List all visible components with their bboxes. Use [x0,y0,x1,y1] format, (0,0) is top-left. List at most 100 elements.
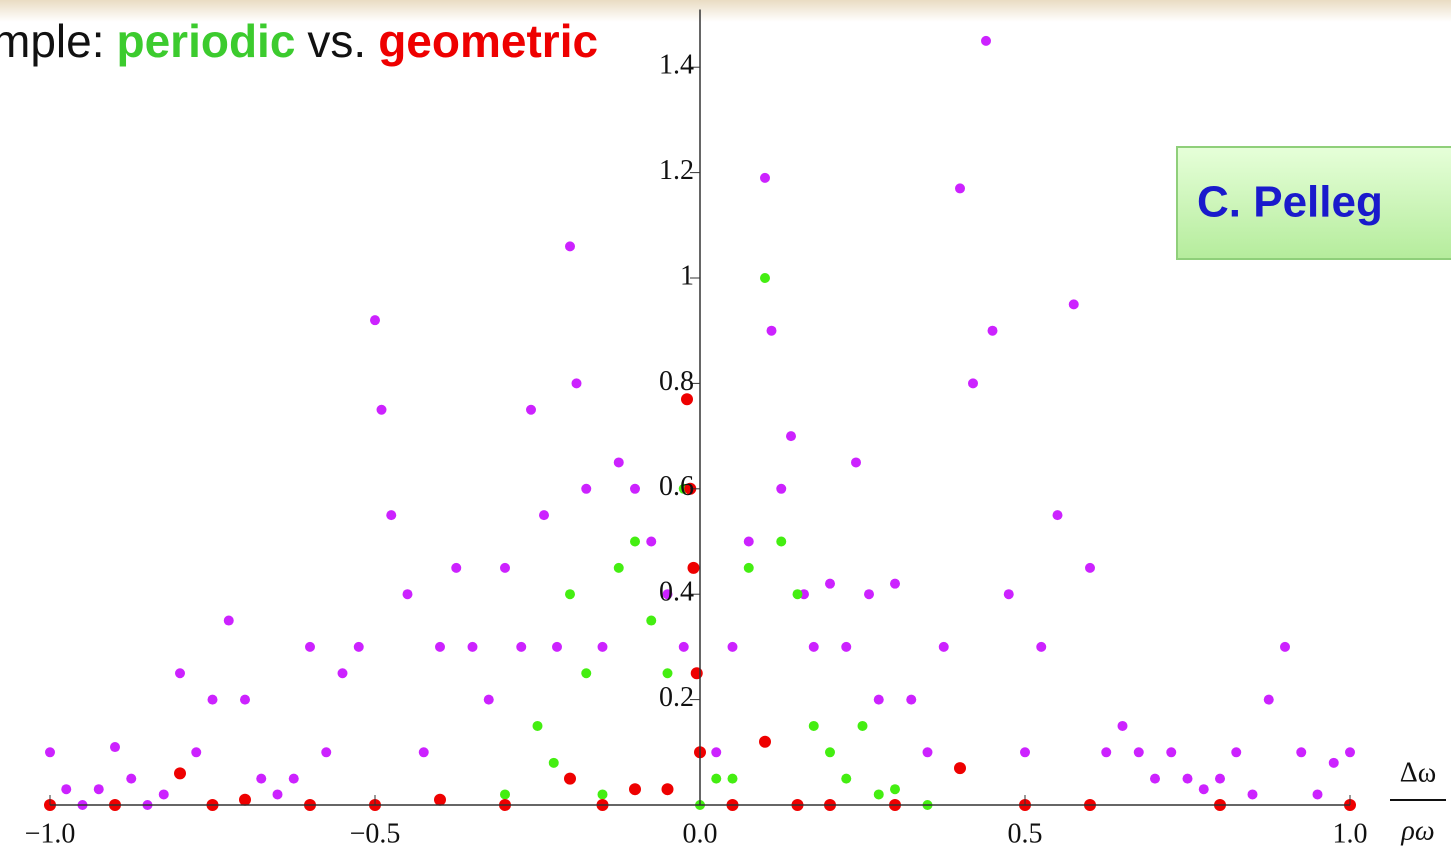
point [841,641,852,652]
point [174,767,186,780]
point [158,789,169,800]
point [1280,641,1290,652]
point [581,483,592,494]
x-label-denominator: ρω [1400,815,1434,846]
y-tick-label: 1 [680,260,694,291]
point [1003,589,1014,600]
point [711,773,722,784]
point [1231,747,1242,758]
point [727,773,738,784]
point [630,536,640,547]
y-tick-label: 0.6 [659,471,694,502]
point [256,773,267,784]
point [526,404,536,415]
point [288,773,299,784]
point [1036,641,1047,652]
point [126,773,137,784]
point [954,762,966,775]
point [353,641,364,652]
point [571,378,582,389]
point [808,720,819,731]
point [662,668,673,679]
point [223,615,234,626]
point [581,668,592,679]
point [857,720,868,731]
point [1085,562,1095,573]
point [451,562,462,573]
point [743,562,754,573]
point [864,589,874,600]
point [1328,757,1339,768]
point [337,668,348,679]
point [532,720,543,731]
point [841,773,852,784]
point [1247,789,1258,800]
point [552,641,562,652]
x-tick-label: −1.0 [25,818,76,849]
point [981,35,991,46]
point [207,694,218,705]
point [370,315,380,326]
point [500,789,510,800]
point [548,757,559,768]
y-tick-label: 0.4 [659,577,694,608]
point [613,562,624,573]
point [786,431,796,442]
point [1263,694,1274,705]
point [687,561,700,574]
point [376,404,387,415]
point [1166,747,1177,758]
point [1101,747,1112,758]
point [955,183,965,194]
x-tick-label: −0.5 [350,818,401,849]
annotation: C. Pelleg [1197,178,1383,227]
point [1215,773,1225,784]
x-label-numerator: Δω [1400,757,1436,788]
point [305,641,315,652]
point [711,747,722,758]
point [45,747,55,758]
point [434,793,446,806]
point [662,589,673,600]
title-part: mple: [0,15,104,67]
point [239,793,251,806]
annotation-box [1176,146,1451,260]
point [500,562,510,573]
point [873,789,884,800]
point [808,641,819,652]
point [760,172,770,183]
point [776,483,787,494]
point [743,536,754,547]
point [890,784,900,795]
y-tick-label: 1.4 [659,50,694,81]
point [565,589,575,600]
point [938,641,949,652]
point [1133,747,1144,758]
point [1182,773,1193,784]
y-tick-label: 0.2 [659,682,694,713]
point [825,747,835,758]
point [240,694,250,705]
point [922,747,933,758]
point [483,694,494,705]
point [191,747,202,758]
point [646,536,657,547]
point [1117,720,1128,731]
point [987,325,998,336]
point [1068,299,1079,310]
y-tick-label: 0.8 [659,366,694,397]
point [402,589,413,600]
slide-band [0,0,1451,22]
title-part: geometric [378,15,598,67]
point [467,641,478,652]
point [629,783,641,796]
x-tick-label: 0.5 [1008,818,1043,849]
slide-title: mple: periodic vs. geometric [0,15,598,67]
point [110,742,120,753]
point [906,694,917,705]
y-tick-label: 1.2 [659,155,694,186]
point [175,668,185,679]
point [851,457,861,468]
